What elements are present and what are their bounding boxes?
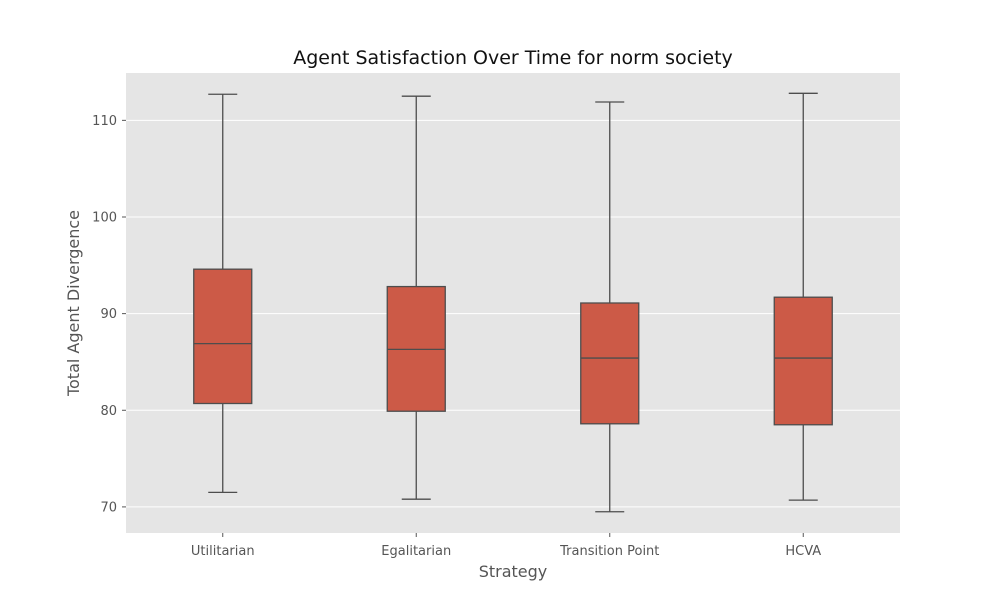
- boxes: [193, 92, 833, 513]
- grid-lines: [126, 119, 900, 508]
- x-tick-label: Utilitarian: [191, 544, 255, 559]
- x-tick-label: Transition Point: [559, 544, 659, 559]
- plot-area: [126, 73, 900, 533]
- box-hcva: [773, 296, 833, 426]
- y-axis-label: Total Agent Divergence: [64, 210, 83, 397]
- x-tick-label: Egalitarian: [381, 544, 451, 559]
- tick-labels: 70 80 90 100 110 Utilitarian Egalitarian Transi…: [92, 114, 821, 559]
- box-transition-point: [580, 302, 640, 425]
- chart-title: Agent Satisfaction Over Time for norm so…: [293, 47, 733, 69]
- y-tick-label: 80: [100, 404, 117, 419]
- box-utilitarian: [193, 268, 253, 405]
- y-tick-label: 100: [92, 210, 117, 225]
- y-tick-label: 70: [100, 500, 117, 515]
- x-axis-label: Strategy: [479, 562, 548, 581]
- y-tick-label: 90: [100, 307, 117, 322]
- x-tick-label: HCVA: [785, 544, 821, 559]
- y-tick-label: 110: [92, 114, 117, 129]
